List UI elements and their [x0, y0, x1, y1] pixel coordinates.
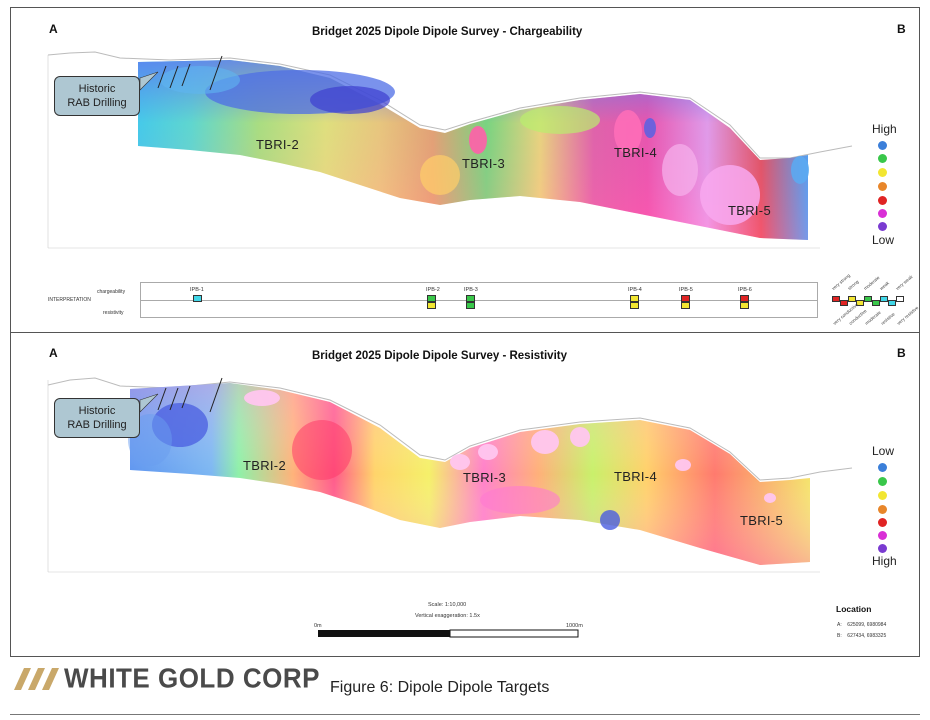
- bottom-target-tbri-5: TBRI-5: [740, 513, 783, 528]
- legend-dot-red: [878, 196, 887, 205]
- legend-dot-purple: [878, 222, 887, 231]
- ipb-5-chargeability-block: [681, 295, 690, 302]
- ipb-6-label: IPB-6: [738, 287, 752, 293]
- legend-dot-green-2: [878, 477, 887, 486]
- bottom-rule: [10, 714, 920, 715]
- scale-left-label: 0m: [314, 623, 322, 629]
- legend-dot-magenta: [878, 209, 887, 218]
- top-target-tbri-2: TBRI-2: [256, 137, 299, 152]
- bottom-target-tbri-4: TBRI-4: [614, 469, 657, 484]
- legend-dot-yellow-2: [878, 491, 887, 500]
- legend-dot-blue: [878, 141, 887, 150]
- ipb-4-chargeability-block: [630, 295, 639, 302]
- bottom-callout-line2: RAB Drilling: [67, 419, 127, 431]
- key-res-conductive: [872, 300, 880, 306]
- location-b: B: 627434, 6983325: [837, 633, 886, 639]
- company-logo-text: WHITE GOLD CORP: [64, 662, 320, 694]
- location-a-value: 625099, 6980984: [847, 622, 887, 628]
- ipb-3-chargeability-block: [466, 295, 475, 302]
- ipb-5-label: IPB-5: [679, 287, 693, 293]
- bottom-callout-line1: Historic: [78, 405, 116, 417]
- location-a: A: 625099, 6980984: [837, 622, 886, 628]
- bottom-legend-low: Low: [872, 444, 895, 458]
- ipb-2-resistivity-block: [427, 302, 436, 309]
- top-legend-high: High: [872, 122, 897, 136]
- ipb-2-label: IPB-2: [426, 287, 440, 293]
- key-res-resistive: [888, 300, 896, 306]
- legend-dot-magenta-2: [878, 531, 887, 540]
- scale-text: Scale: 1:10,000: [428, 602, 467, 608]
- bottom-corner-a: A: [49, 346, 58, 360]
- key-res-moderate: [880, 296, 888, 302]
- legend-dot-orange: [878, 182, 887, 191]
- interpretation-row-chargeability: chargeability: [97, 289, 126, 295]
- ipb-6-chargeability-block: [740, 295, 749, 302]
- top-target-tbri-5: TBRI-5: [728, 203, 771, 218]
- ipb-4-resistivity-block: [630, 302, 639, 309]
- legend-dot-blue-2: [878, 463, 887, 472]
- ipb-4-label: IPB-4: [628, 287, 642, 293]
- top-callout-line1: Historic: [78, 83, 116, 95]
- ipb-6-resistivity-block: [740, 302, 749, 309]
- bottom-legend-high: High: [872, 554, 897, 568]
- location-title: Location: [836, 604, 872, 614]
- bottom-target-tbri-3: TBRI-3: [463, 470, 506, 485]
- figure-caption: Figure 6: Dipole Dipole Targets: [330, 679, 550, 696]
- legend-dot-yellow: [878, 168, 887, 177]
- ipb-3-label: IPB-3: [464, 287, 478, 293]
- bottom-target-tbri-2: TBRI-2: [243, 458, 286, 473]
- interpretation-row-resistivity: resistivity: [103, 310, 124, 316]
- ipb-3-resistivity-block: [466, 302, 475, 309]
- ipb-1-label: IPB-1: [190, 287, 204, 293]
- top-rab-callout: Historic RAB Drilling: [54, 76, 140, 116]
- panel-divider: [10, 332, 920, 333]
- ipb-1-chargeability-block: [193, 295, 202, 302]
- interpretation-key: very strong strong moderate weak very we…: [831, 273, 922, 326]
- top-corner-a: A: [49, 22, 58, 36]
- bottom-rab-callout: Historic RAB Drilling: [54, 398, 140, 438]
- top-callout-line2: RAB Drilling: [67, 97, 127, 109]
- top-panel-title: Bridget 2025 Dipole Dipole Survey - Char…: [312, 26, 583, 38]
- key-res-very-resistive: [896, 296, 904, 302]
- scale-right-label: 1000m: [566, 623, 583, 629]
- top-legend-low: Low: [872, 233, 895, 247]
- location-a-label: A:: [837, 622, 842, 628]
- key-chg-weak: [856, 300, 864, 306]
- legend-dot-green: [878, 154, 887, 163]
- interpretation-midline: [140, 300, 818, 301]
- ipb-5-resistivity-block: [681, 302, 690, 309]
- top-corner-b: B: [897, 22, 906, 36]
- key-chg-strong: [840, 300, 848, 306]
- bottom-corner-b: B: [897, 346, 906, 360]
- legend-dot-red-2: [878, 518, 887, 527]
- key-chg-moderate: [848, 296, 856, 302]
- location-b-value: 627434, 6983325: [847, 633, 887, 639]
- top-target-tbri-3: TBRI-3: [462, 156, 505, 171]
- legend-dot-purple-2: [878, 544, 887, 553]
- bottom-panel-title: Bridget 2025 Dipole Dipole Survey - Resi…: [312, 350, 567, 362]
- location-b-label: B:: [837, 633, 842, 639]
- legend-dot-orange-2: [878, 505, 887, 514]
- top-target-tbri-4: TBRI-4: [614, 145, 657, 160]
- vertical-exaggeration-text: Vertical exaggeration: 1.5x: [415, 613, 480, 619]
- key-chg-very-strong: [832, 296, 840, 302]
- key-chg-very-weak: [864, 296, 872, 302]
- interpretation-label: INTERPRETATION: [48, 297, 91, 303]
- ipb-2-chargeability-block: [427, 295, 436, 302]
